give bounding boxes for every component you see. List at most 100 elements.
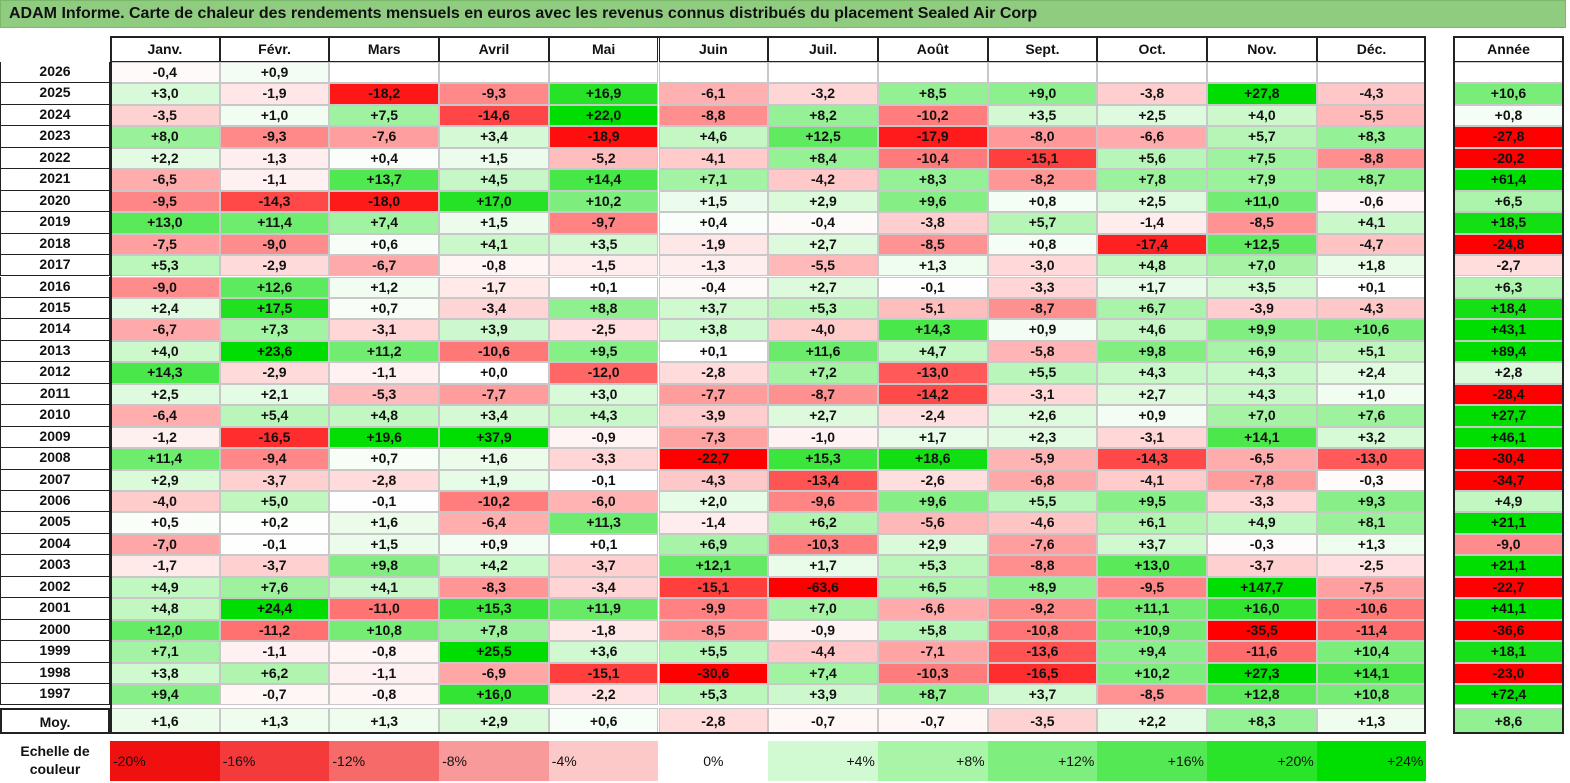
heatmap-cell: +3,8: [110, 662, 220, 685]
heatmap-cell: -9,3: [219, 126, 330, 148]
heatmap-cell: -0,8: [329, 641, 440, 663]
heatmap-cell: -4,4: [768, 641, 878, 663]
heatmap-cell: +13,0: [110, 212, 220, 234]
annual-cell: [1453, 62, 1564, 84]
column-header: Sept.: [987, 36, 1098, 62]
column-header: Déc.: [1316, 36, 1427, 62]
average-cell: +8,3: [1207, 707, 1317, 734]
heatmap-cell: +8,5: [877, 83, 988, 105]
heatmap-cell: -4,7: [1316, 233, 1427, 256]
heatmap-cell: +4,6: [658, 126, 769, 148]
row-year-label: 2026: [0, 62, 110, 84]
heatmap-cell: -13,4: [768, 469, 878, 491]
row-year-label: 2024: [0, 104, 110, 127]
row-year-label: 2017: [0, 255, 110, 277]
heatmap-cell: +9,8: [329, 555, 440, 577]
heatmap-cell: +11,9: [548, 598, 659, 620]
heatmap-cell: +5,7: [987, 212, 1098, 234]
heatmap-cell: +9,6: [877, 491, 988, 513]
heatmap-cell: -0,9: [768, 619, 878, 642]
heatmap-cell: +15,3: [439, 598, 549, 620]
heatmap-cell: +9,0: [987, 83, 1098, 105]
row-year-label: 2000: [0, 619, 110, 642]
heatmap-cell: +5,8: [877, 619, 988, 642]
heatmap-cell: -1,4: [658, 512, 769, 534]
heatmap-cell: -7,7: [439, 383, 549, 406]
heatmap-cell: +27,3: [1207, 662, 1317, 685]
heatmap-cell: [987, 62, 1098, 84]
heatmap-cell: +5,5: [658, 641, 769, 663]
heatmap-cell: +2,7: [1097, 383, 1207, 406]
heatmap-cell: -0,8: [439, 255, 549, 277]
heatmap-cell: +1,6: [439, 448, 549, 470]
heatmap-cell: +5,3: [110, 255, 220, 277]
heatmap-cell: +0,4: [658, 212, 769, 234]
annual-cell: +18,5: [1453, 212, 1564, 234]
heatmap-cell: +5,5: [987, 362, 1098, 384]
heatmap-cell: +14,4: [548, 169, 659, 191]
heatmap-cell: -7,1: [877, 641, 988, 663]
annual-cell: +27,7: [1453, 405, 1564, 427]
annual-cell: +43,1: [1453, 319, 1564, 341]
heatmap-cell: +2,9: [110, 469, 220, 491]
heatmap-cell: -8,5: [1097, 684, 1207, 706]
heatmap-cell: +8,9: [987, 576, 1098, 599]
heatmap-cell: +14,1: [1316, 662, 1427, 685]
heatmap-cell: +4,1: [329, 576, 440, 599]
annual-cell: +46,1: [1453, 426, 1564, 449]
heatmap-cell: -3,1: [329, 319, 440, 341]
average-label: Moy.: [0, 707, 110, 734]
annual-cell: -22,7: [1453, 576, 1564, 599]
column-header: Nov.: [1207, 36, 1317, 62]
heatmap-cell: -13,6: [987, 641, 1098, 663]
row-year-label: 2003: [0, 555, 110, 577]
heatmap-cell: +5,0: [219, 491, 330, 513]
annual-cell: +41,1: [1453, 598, 1564, 620]
heatmap-cell: -1,4: [1097, 212, 1207, 234]
heatmap-cell: +0,1: [548, 276, 659, 298]
column-header: Avril: [439, 36, 549, 62]
heatmap-cell: +9,9: [1207, 319, 1317, 341]
heatmap-cell: +25,5: [439, 641, 549, 663]
heatmap-cell: -6,5: [110, 169, 220, 191]
heatmap-cell: +8,7: [877, 684, 988, 706]
heatmap-cell: +10,6: [1316, 319, 1427, 341]
heatmap-cell: -6,0: [548, 491, 659, 513]
heatmap-cell: -7,6: [329, 126, 440, 148]
heatmap-cell: -1,9: [658, 233, 769, 256]
heatmap-cell: -8,8: [987, 555, 1098, 577]
heatmap-cell: +4,8: [1097, 255, 1207, 277]
heatmap-cell: +18,6: [877, 448, 988, 470]
heatmap-cell: +4,1: [1316, 212, 1427, 234]
heatmap-cell: -10,2: [439, 491, 549, 513]
heatmap-cell: +9,5: [1097, 491, 1207, 513]
heatmap-cell: +2,7: [768, 276, 878, 298]
heatmap-cell: +8,0: [110, 126, 220, 148]
heatmap-cell: -2,8: [658, 362, 769, 384]
heatmap-cell: -5,8: [987, 340, 1098, 363]
heatmap-cell: [768, 62, 878, 84]
row-year-label: 2015: [0, 297, 110, 320]
heatmap-cell: -0,8: [329, 684, 440, 706]
heatmap-cell: +2,9: [877, 533, 988, 556]
heatmap-cell: -0,7: [219, 684, 330, 706]
row-year-label: 2009: [0, 426, 110, 449]
heatmap-cell: -5,5: [1316, 104, 1427, 127]
annual-cell: -36,6: [1453, 619, 1564, 642]
heatmap-cell: -6,7: [110, 319, 220, 341]
heatmap-cell: +16,0: [439, 684, 549, 706]
heatmap-cell: +12,8: [1207, 684, 1317, 706]
row-year-label: 2023: [0, 126, 110, 148]
row-year-label: 2007: [0, 469, 110, 491]
heatmap-cell: -16,5: [219, 426, 330, 449]
heatmap-cell: +17,5: [219, 297, 330, 320]
heatmap-cell: -18,9: [548, 126, 659, 148]
heatmap-cell: -9,5: [110, 190, 220, 213]
heatmap-cell: -2,5: [1316, 555, 1427, 577]
heatmap-cell: +15,3: [768, 448, 878, 470]
heatmap-cell: +12,5: [1207, 233, 1317, 256]
row-year-label: 2020: [0, 190, 110, 213]
heatmap-cell: +7,1: [110, 641, 220, 663]
heatmap-cell: [658, 62, 769, 84]
heatmap-cell: +2,0: [658, 491, 769, 513]
